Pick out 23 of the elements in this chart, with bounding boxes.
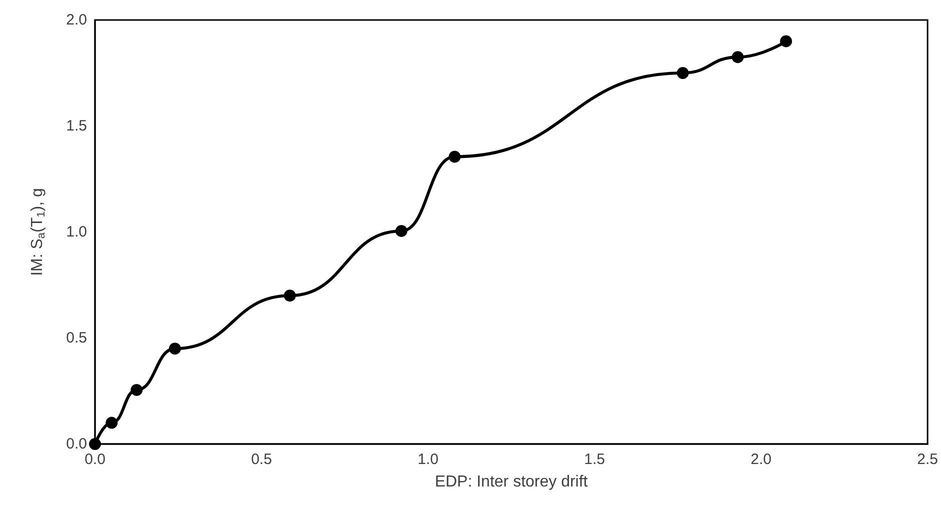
x-axis-title: EDP: Inter storey drift: [434, 474, 588, 490]
point: [168, 342, 181, 355]
point: [448, 150, 461, 163]
point: [106, 416, 118, 429]
y-axis-title: IM: Sa(T1), g: [29, 188, 48, 276]
y-tick-label: 1.5: [66, 118, 87, 134]
point: [732, 51, 744, 64]
x-tick-label: 2.5: [917, 451, 938, 468]
point: [780, 35, 792, 48]
point: [89, 438, 101, 450]
x-tick-label: 1.0: [418, 451, 438, 468]
x-tick-label: 1.5: [584, 451, 605, 468]
y-tick-label: 0.0: [66, 436, 87, 452]
y-tick-label: 1.0: [66, 224, 87, 240]
point: [284, 290, 296, 302]
x-tick-label: 2.0: [750, 451, 772, 468]
y-tick-label: 2.0: [66, 12, 87, 28]
point: [395, 224, 408, 237]
point: [676, 67, 689, 79]
point: [130, 384, 143, 396]
x-tick-label: 0.5: [251, 451, 272, 468]
y-tick-label: 0.5: [66, 330, 87, 346]
x-tick-label: 0.0: [84, 451, 106, 468]
